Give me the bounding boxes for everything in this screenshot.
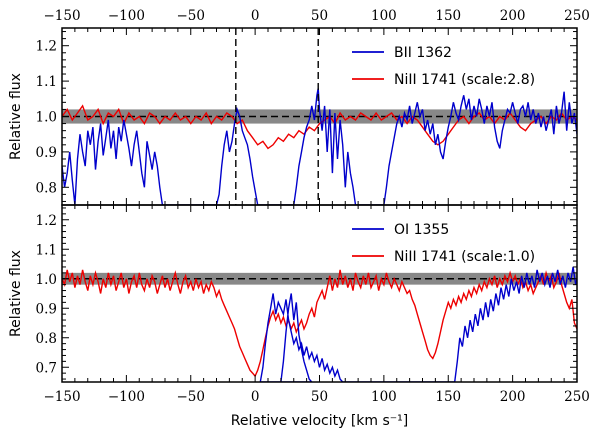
y-tick-label: 1.2	[36, 39, 57, 55]
y-tick-label: 0.9	[36, 145, 57, 161]
x-tick-label: −150	[43, 389, 80, 405]
series-line-oi	[259, 266, 577, 382]
x-tick-label-top: 100	[371, 8, 397, 24]
x-tick-label: −100	[108, 389, 145, 405]
y-tick-label: 1.0	[36, 110, 57, 126]
panel-bottom: 0.7 0.8 0.9 1.0 1.1 1.2 Relative flux OI 1355 Ni…	[8, 204, 578, 383]
series-line-niii	[62, 104, 577, 150]
x-axis-label: Relative velocity [km s⁻¹]	[231, 413, 409, 429]
x-tick-label: 200	[500, 389, 526, 405]
y-axis-label: Relative flux	[8, 250, 24, 337]
y-tick-label: 0.8	[36, 331, 57, 347]
x-tick-label: 250	[564, 389, 590, 405]
x-tick-label: −50	[177, 389, 206, 405]
x-tick-label-top: −50	[177, 8, 206, 24]
x-tick-label-top: 0	[251, 8, 260, 24]
legend-label: BII 1362	[394, 45, 452, 61]
legend-label: NiII 1741 (scale:2.8)	[394, 72, 535, 88]
x-tick-label-top: −150	[43, 8, 80, 24]
x-tick-label: 50	[311, 389, 328, 405]
y-tick-label: 1.0	[36, 272, 57, 288]
y-tick-label: 0.9	[36, 301, 57, 317]
legend-label: NiII 1741 (scale:1.0)	[394, 249, 535, 265]
y-tick-label: 1.2	[36, 213, 57, 229]
y-tick-label: 0.8	[36, 180, 57, 196]
y-axis-label: Relative flux	[8, 73, 24, 160]
x-tick-label-top: −100	[108, 8, 145, 24]
x-tick-label: 0	[251, 389, 260, 405]
x-tick-label-top: 200	[500, 8, 526, 24]
legend-label: OI 1355	[394, 222, 449, 238]
x-tick-label-top: 50	[311, 8, 328, 24]
y-tick-label: 1.1	[36, 242, 57, 258]
panel-top: 0.8 0.9 1.0 1.1 1.2 Relative flux BII 1362 NiII…	[8, 27, 578, 206]
x-tick-label-top: 150	[435, 8, 461, 24]
y-tick-label: 0.7	[36, 360, 57, 376]
y-tick-label: 1.1	[36, 74, 57, 90]
series-line-bii	[62, 88, 577, 205]
x-tick-label: 100	[371, 389, 397, 405]
series-line-niii	[62, 269, 577, 378]
x-tick-label: 150	[435, 389, 461, 405]
x-tick-label-top: 250	[564, 8, 590, 24]
